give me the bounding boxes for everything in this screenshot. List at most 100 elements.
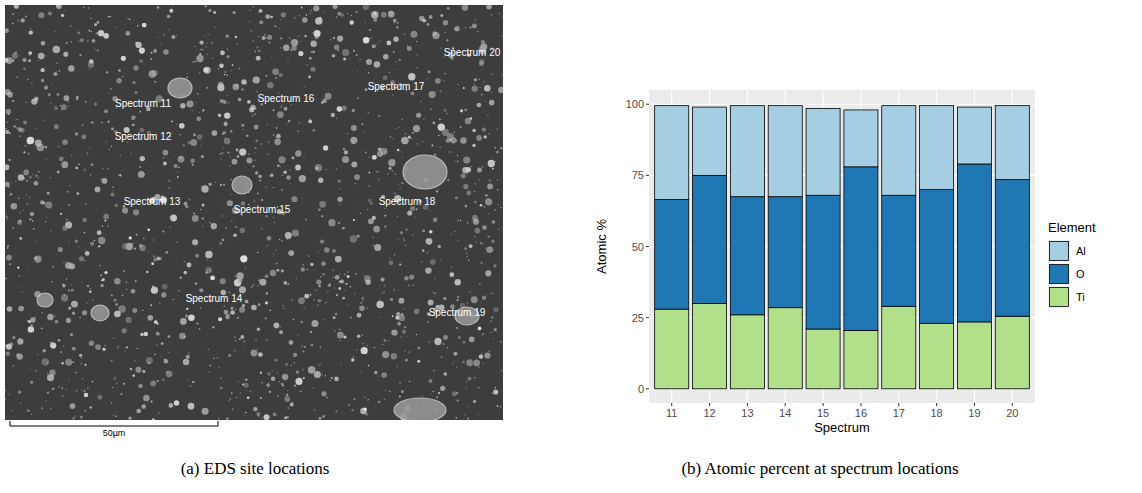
particle — [290, 342, 292, 344]
particle — [21, 18, 25, 22]
particle — [28, 321, 31, 324]
particle — [227, 200, 233, 206]
particle — [453, 361, 454, 362]
x-tick-label: 11 — [666, 407, 677, 419]
particle — [443, 343, 444, 344]
particle — [310, 331, 312, 333]
particle — [90, 18, 91, 19]
particle — [161, 292, 166, 297]
agglomerate — [168, 78, 192, 98]
particle — [396, 312, 400, 316]
particle — [311, 10, 312, 11]
particle — [160, 356, 161, 357]
particle — [409, 381, 410, 382]
particle — [253, 76, 260, 83]
particle — [236, 397, 237, 398]
particle — [457, 155, 458, 156]
particle — [394, 254, 395, 255]
particle — [432, 391, 433, 392]
particle — [487, 115, 488, 116]
particle — [41, 41, 46, 46]
particle — [401, 137, 409, 145]
particle — [56, 5, 60, 7]
particle — [399, 188, 400, 189]
particle — [18, 287, 19, 288]
particle — [447, 347, 448, 348]
particle — [85, 251, 90, 256]
particle — [364, 397, 365, 398]
particle — [318, 285, 321, 288]
particle — [372, 155, 377, 160]
particle — [299, 175, 306, 182]
particle — [78, 40, 79, 41]
particle — [59, 156, 64, 161]
particle — [399, 382, 401, 384]
bar-segment — [768, 197, 802, 308]
particle — [274, 323, 280, 329]
particle — [108, 121, 110, 123]
particle — [79, 54, 81, 56]
particle — [47, 392, 49, 394]
particle — [258, 303, 261, 306]
particle — [105, 345, 106, 346]
particle — [270, 16, 272, 18]
particle — [112, 190, 113, 191]
particle — [443, 80, 444, 81]
particle — [318, 364, 319, 365]
particle — [136, 234, 138, 236]
particle — [489, 350, 490, 351]
particle — [209, 183, 212, 186]
particle — [92, 299, 93, 300]
particle — [423, 118, 425, 120]
particle — [332, 270, 333, 271]
particle — [50, 342, 56, 348]
particle — [107, 225, 108, 226]
particle — [273, 413, 277, 417]
particle — [63, 262, 65, 264]
particle — [429, 379, 433, 383]
particle — [392, 315, 394, 317]
particle — [232, 11, 235, 14]
particle — [23, 209, 24, 210]
particle — [263, 414, 269, 420]
particle — [224, 305, 225, 306]
particle — [293, 319, 295, 321]
particle — [23, 151, 25, 153]
particle — [5, 390, 6, 391]
particle — [147, 228, 150, 231]
particle — [184, 271, 188, 275]
particle — [80, 38, 84, 42]
particle — [325, 375, 326, 376]
particle — [495, 387, 496, 388]
particle — [210, 275, 215, 280]
particle — [42, 202, 45, 205]
particle — [57, 93, 60, 96]
particle — [410, 31, 417, 38]
particle — [372, 216, 376, 220]
particle — [343, 58, 346, 61]
sem-background — [5, 5, 503, 420]
particle — [187, 73, 188, 74]
particle — [16, 127, 17, 128]
particle — [12, 227, 14, 229]
particle — [277, 395, 279, 397]
particle — [427, 23, 430, 26]
particle — [107, 92, 108, 93]
particle — [466, 388, 467, 389]
particle — [61, 14, 64, 17]
particle — [188, 403, 195, 410]
particle — [402, 156, 403, 157]
particle — [341, 106, 346, 111]
particle — [70, 284, 71, 285]
particle — [94, 23, 97, 26]
particle — [117, 347, 119, 349]
particle — [240, 392, 241, 393]
particle — [401, 182, 403, 184]
particle — [124, 351, 125, 352]
particle — [463, 184, 468, 189]
particle — [498, 204, 499, 205]
particle — [209, 372, 210, 373]
particle — [251, 350, 258, 357]
particle — [5, 58, 8, 63]
particle — [140, 156, 145, 161]
